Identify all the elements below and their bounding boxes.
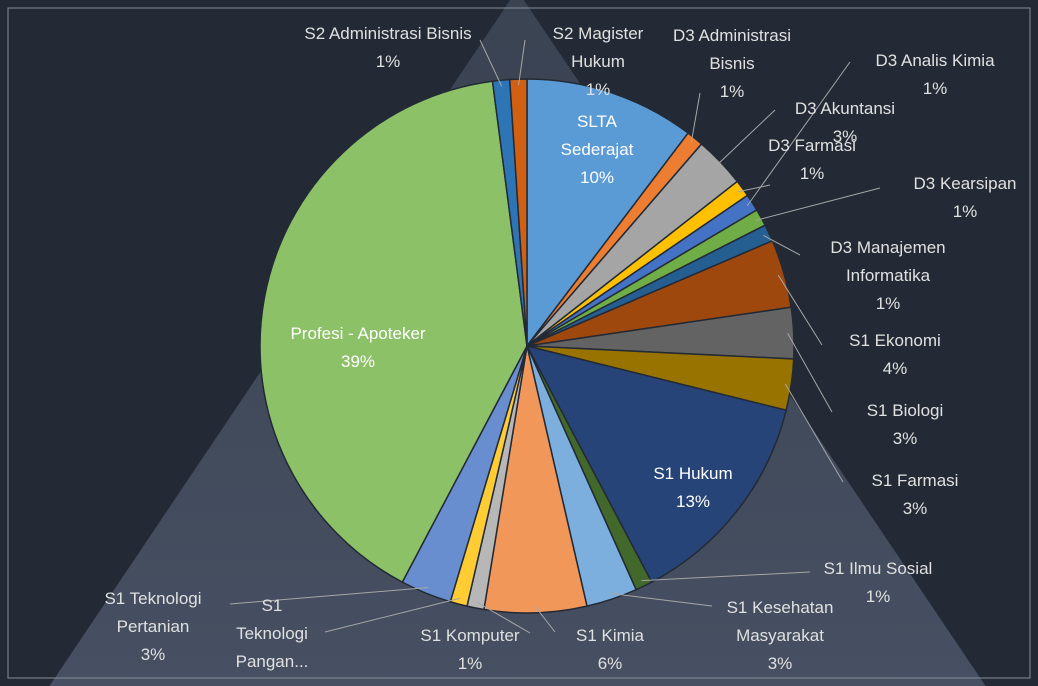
- data-label: SLTA Sederajat 10%: [542, 108, 652, 192]
- category-label: D3 Akuntansi: [794, 99, 896, 118]
- pie-slice: [525, 344, 788, 584]
- value-label: 1%: [585, 80, 611, 99]
- data-label: S1 Ekonomi 4%: [835, 327, 955, 383]
- value-label: 3%: [892, 429, 918, 448]
- leader-lines: [229, 39, 881, 634]
- category-label: D3 Manajemen Informatika: [830, 238, 946, 285]
- leader-line: [777, 274, 823, 346]
- category-label: D3 Administrasi Bisnis: [672, 26, 792, 73]
- value-label: 1%: [875, 294, 901, 313]
- value-label: 3%: [767, 654, 793, 673]
- category-label: S1 Ekonomi: [849, 331, 941, 350]
- value-label: 1%: [375, 52, 401, 71]
- pie-slice: [526, 78, 690, 349]
- leader-line: [641, 571, 811, 582]
- leader-line: [784, 383, 844, 483]
- category-label: D3 Analis Kimia: [875, 51, 995, 70]
- category-label: SLTA Sederajat: [560, 112, 634, 159]
- leader-line: [787, 333, 833, 413]
- data-label: S1 Kimia 6%: [560, 622, 660, 678]
- category-label: S1 Kesehatan Masyarakat: [726, 598, 834, 645]
- category-label: D3 Farmasi: [768, 136, 856, 155]
- category-label: S2 Magister Hukum: [552, 24, 644, 71]
- data-label: S2 Magister Hukum 1%: [543, 20, 653, 104]
- value-label: 10%: [579, 168, 615, 187]
- leader-line: [229, 587, 429, 605]
- data-label: S1 Hukum 13%: [638, 460, 748, 516]
- data-label: S2 Administrasi Bisnis 1%: [303, 20, 473, 76]
- category-label: S1 Komputer: [420, 626, 520, 645]
- leader-line: [763, 235, 801, 256]
- category-label: S1 Hukum: [653, 464, 733, 483]
- category-label: S1 Kimia: [575, 626, 645, 645]
- category-label: S1 Teknologi Pangan...: [235, 596, 309, 671]
- data-label: S1 Kesehatan Masyarakat 3%: [705, 594, 855, 678]
- category-label: S1 Biologi: [866, 401, 944, 420]
- value-label: 13%: [675, 492, 711, 511]
- leader-line: [476, 601, 531, 634]
- value-label: 1%: [952, 202, 978, 221]
- data-label: S1 Teknologi Pangan...: [227, 592, 317, 676]
- data-label: Profesi - Apoteker 39%: [258, 320, 458, 376]
- data-label: D3 Analis Kimia 1%: [850, 47, 1020, 103]
- data-label: D3 Manajemen Informatika 1%: [813, 234, 963, 318]
- leader-line: [610, 592, 713, 607]
- data-label: D3 Akuntansi 3%: [770, 95, 920, 151]
- leader-line: [715, 109, 776, 167]
- value-label: 3%: [902, 499, 928, 518]
- value-label: 4%: [882, 359, 908, 378]
- value-label: 1%: [457, 654, 483, 673]
- category-label: S1 Teknologi Pertanian: [104, 589, 202, 636]
- value-label: 1%: [719, 82, 745, 101]
- value-label: 1%: [865, 587, 891, 606]
- value-label: 3%: [832, 127, 858, 146]
- leader-line: [746, 61, 851, 207]
- chart-border: [7, 7, 1031, 679]
- data-label: S1 Biologi 3%: [850, 397, 960, 453]
- data-label: S1 Ilmu Sosial 1%: [803, 555, 953, 611]
- pie-slice: [259, 80, 528, 584]
- value-label: 3%: [140, 645, 166, 664]
- category-label: S2 Administrasi Bisnis: [304, 24, 472, 43]
- value-label: 39%: [340, 352, 376, 371]
- leader-line: [690, 92, 701, 144]
- value-label: 1%: [799, 164, 825, 183]
- leader-line: [737, 184, 771, 193]
- data-label: D3 Farmasi 1%: [767, 132, 857, 188]
- leader-line: [535, 606, 556, 633]
- pie-slice: [508, 78, 528, 347]
- data-label: S1 Komputer 1%: [400, 622, 540, 678]
- value-label: 1%: [922, 79, 948, 98]
- category-label: Profesi - Apoteker: [290, 324, 426, 343]
- data-label: D3 Administrasi Bisnis 1%: [652, 22, 812, 106]
- pie: [259, 78, 795, 614]
- data-label: S1 Farmasi 3%: [860, 467, 970, 523]
- category-label: D3 Kearsipan: [913, 174, 1017, 193]
- value-label: 6%: [597, 654, 623, 673]
- leader-line: [755, 187, 881, 221]
- leader-line: [324, 597, 461, 633]
- leader-line: [518, 39, 526, 86]
- leader-line: [479, 39, 503, 87]
- data-label: D3 Kearsipan 1%: [890, 170, 1038, 226]
- category-label: S1 Ilmu Sosial: [823, 559, 933, 578]
- category-label: S1 Farmasi: [871, 471, 959, 490]
- data-label: S1 Teknologi Pertanian 3%: [73, 585, 233, 669]
